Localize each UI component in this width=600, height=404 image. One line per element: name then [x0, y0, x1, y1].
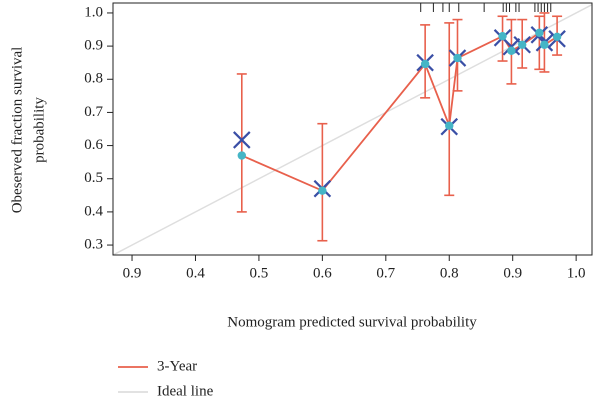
observed-point: [318, 186, 327, 195]
x-tick-label: 0.9: [503, 265, 522, 281]
x-tick-label: 0.8: [440, 265, 459, 281]
y-tick-label: 0.9: [84, 38, 103, 54]
observed-point: [507, 46, 516, 55]
observed-point: [445, 121, 454, 130]
x-axis-label: Nomogram predicted survival probability: [227, 314, 477, 330]
observed-point: [420, 59, 430, 69]
observed-point: [453, 53, 462, 63]
y-tick-label: 0.3: [84, 236, 103, 252]
y-tick-label: 0.5: [84, 170, 103, 186]
y-tick-label: 0.6: [84, 137, 103, 153]
observed-point: [237, 151, 246, 160]
observed-point: [552, 32, 562, 42]
plot-frame: [112, 2, 593, 256]
y-axis-label: probability: [31, 97, 47, 163]
x-tick-label: 0.9: [123, 265, 142, 281]
y-tick-label: 0.8: [84, 71, 103, 87]
y-axis-label: Obeserved fraction survival: [9, 47, 25, 214]
x-tick-label: 0.6: [313, 265, 332, 281]
x-tick-label: 1.0: [567, 265, 586, 281]
y-tick-label: 0.4: [84, 203, 103, 219]
series-line: [241, 31, 558, 192]
y-tick-label: 1.0: [84, 4, 103, 20]
observed-point: [518, 40, 527, 49]
legend-label: 3-Year: [157, 358, 197, 374]
observed-point: [498, 31, 507, 41]
observed-point: [540, 40, 549, 49]
x-tick-label: 0.5: [250, 265, 269, 281]
observed-point: [535, 28, 544, 38]
legend-label: Ideal line: [157, 383, 214, 399]
y-tick-label: 0.7: [84, 104, 103, 120]
x-tick-label: 0.4: [186, 265, 205, 281]
corrected-marker: [233, 131, 251, 149]
x-tick-label: 0.7: [376, 265, 395, 281]
